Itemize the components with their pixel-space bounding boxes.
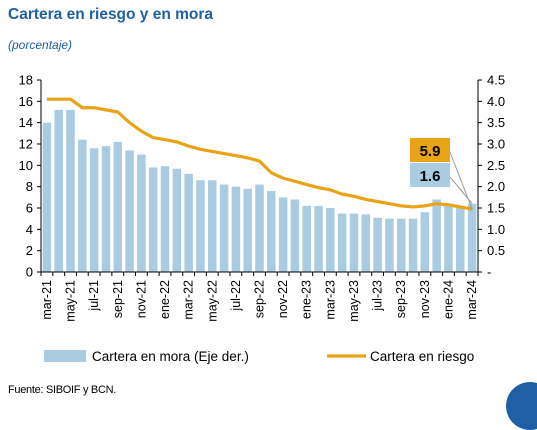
left-tick-label: 6 — [26, 201, 33, 216]
bar-mora — [349, 213, 359, 272]
x-tick-label: jul-23 — [371, 280, 385, 312]
bar-mora — [444, 205, 453, 272]
left-tick-label: 16 — [19, 94, 33, 109]
callout-mora-label: 1.6 — [420, 168, 441, 185]
x-tick-label: jul-21 — [87, 280, 101, 312]
left-tick-label: 8 — [26, 179, 33, 194]
right-tick-label: 3.5 — [487, 115, 505, 130]
bar-mora — [101, 146, 111, 272]
bar-mora — [160, 166, 170, 272]
right-tick-label: 1.5 — [487, 201, 505, 216]
x-tick-label: mar-24 — [465, 280, 479, 320]
x-tick-label: sep-21 — [111, 280, 125, 318]
right-tick-label: 4.0 — [487, 94, 505, 109]
x-tick-label: sep-23 — [394, 280, 408, 318]
x-tick-label: nov-21 — [134, 280, 148, 318]
x-tick-label: mar-23 — [323, 280, 337, 320]
bar-mora — [420, 212, 430, 272]
right-tick-label: 2.0 — [487, 179, 505, 194]
left-tick-label: 10 — [19, 158, 33, 173]
bar-mora — [208, 180, 217, 272]
x-tick-label: ene-22 — [158, 280, 172, 319]
bar-mora — [172, 168, 182, 272]
chart-subtitle: (porcentaje) — [8, 38, 73, 52]
bar-mora — [78, 139, 87, 272]
right-tick-label: 0.5 — [487, 243, 505, 258]
x-tick-label: sep-22 — [253, 280, 267, 318]
legend-mora-swatch — [44, 350, 86, 362]
bar-mora — [66, 109, 75, 273]
chart: 0 2 4 6 8 10 12 14 16 18 - 0.5 1.0 1.5 2.0 2.5 3.0 3.5 4.0… — [19, 73, 506, 365]
bar-mora — [314, 205, 323, 272]
left-tick-label: 4 — [26, 222, 33, 237]
bar-mora — [255, 184, 264, 272]
bar-mora — [137, 154, 146, 272]
legend-mora-label: Cartera en mora (Eje der.) — [92, 349, 249, 364]
bar-mora — [408, 218, 418, 272]
bar-mora — [385, 218, 394, 272]
bar-mora — [125, 150, 134, 272]
callout-riesgo-label: 5.9 — [420, 143, 441, 160]
callout-leader — [449, 176, 473, 205]
bar-mora — [396, 218, 406, 272]
bar-mora — [278, 197, 288, 272]
bar-mora — [467, 203, 477, 272]
x-tick-label: nov-23 — [418, 280, 432, 318]
bar-mora — [243, 188, 252, 272]
source-note: Fuente: SIBOIF y BCN. — [8, 384, 117, 396]
legend-riesgo-label: Cartera en riesgo — [370, 349, 474, 364]
x-tick-label: may-23 — [347, 280, 361, 322]
bar-mora — [337, 213, 347, 272]
right-tick-label: 3.0 — [487, 137, 505, 152]
bar-mora — [231, 186, 241, 272]
bar-mora — [361, 214, 371, 272]
bar-mora — [42, 122, 52, 272]
bar-mora — [267, 190, 276, 272]
x-tick-label: jul-22 — [229, 280, 243, 312]
left-tick-label: 0 — [26, 265, 33, 280]
x-tick-label: nov-22 — [276, 280, 290, 318]
x-tick-label: ene-23 — [300, 280, 314, 319]
right-tick-label: 1.0 — [487, 222, 505, 237]
left-tick-label: 2 — [26, 243, 33, 258]
left-tick-label: 14 — [19, 115, 33, 130]
bar-mora — [89, 148, 99, 272]
bar-mora — [196, 180, 205, 272]
chart-title: Cartera en riesgo y en mora — [8, 6, 214, 23]
callout-mora-box — [410, 163, 450, 187]
bar-mora — [54, 109, 63, 273]
bar-mora — [148, 167, 158, 272]
bar-mora — [373, 217, 382, 272]
bar-mora — [113, 141, 123, 272]
left-tick-label: 18 — [19, 73, 33, 88]
bar-mora — [290, 199, 300, 272]
right-tick-label: - — [487, 265, 491, 280]
line-riesgo — [46, 97, 473, 211]
right-tick-label: 4.5 — [487, 73, 505, 88]
x-tick-label: ene-24 — [441, 280, 455, 319]
x-tick-label: may-22 — [205, 280, 219, 322]
left-tick-label: 12 — [19, 137, 33, 152]
bar-mora — [456, 208, 465, 272]
bar-mora — [432, 199, 441, 272]
bar-mora — [326, 208, 335, 272]
right-tick-label: 2.5 — [487, 158, 505, 173]
callout-riesgo-box — [410, 138, 450, 162]
bar-mora — [302, 205, 311, 272]
bar-mora — [184, 173, 193, 272]
bar-mora — [219, 184, 229, 272]
x-tick-label: may-21 — [64, 280, 78, 322]
x-tick-label: mar-22 — [182, 280, 196, 320]
x-tick-label: mar-21 — [40, 280, 54, 320]
